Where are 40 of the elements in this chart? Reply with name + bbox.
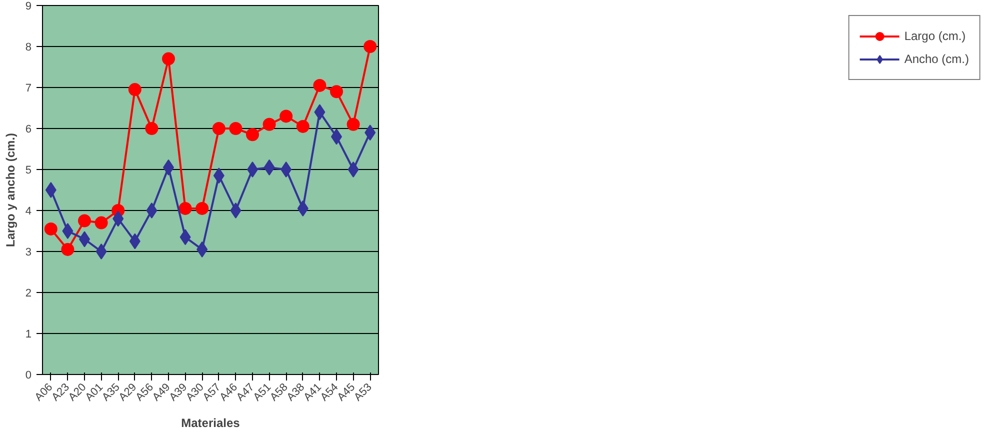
point: [346, 118, 360, 131]
point: [61, 242, 74, 256]
point: [212, 122, 226, 135]
y-tick-label: 3: [25, 246, 32, 258]
point: [262, 118, 276, 131]
point: [78, 214, 91, 228]
point: [364, 40, 377, 53]
point: [313, 78, 326, 92]
point: [178, 202, 192, 215]
point: [280, 110, 293, 123]
y-tick-label: 9: [25, 0, 32, 12]
point: [162, 52, 175, 66]
y-tick-label: 7: [25, 82, 32, 94]
point: [45, 182, 56, 198]
point: [348, 162, 359, 178]
point: [128, 83, 142, 96]
point: [196, 202, 209, 215]
x-axis-title: Materiales: [181, 416, 240, 430]
point: [296, 120, 310, 133]
y-tick-label: 4: [25, 206, 32, 218]
y-tick-label: 8: [25, 42, 32, 54]
y-tick-label: 2: [25, 288, 32, 300]
legend-label: Largo (cm.): [904, 29, 966, 43]
point: [246, 128, 259, 142]
y-tick-label: 5: [25, 164, 32, 176]
point: [145, 122, 158, 135]
point: [44, 222, 58, 236]
point: [230, 202, 242, 218]
point: [280, 162, 292, 178]
point: [330, 85, 343, 98]
y-tick-label: 1: [25, 328, 32, 340]
legend-label: Ancho (cm.): [904, 52, 969, 66]
point: [62, 223, 74, 239]
y-axis-title: Largo y ancho (cm.): [3, 132, 18, 248]
point: [229, 122, 242, 135]
point: [96, 244, 107, 260]
point: [94, 216, 108, 230]
y-tick-label: 6: [25, 124, 32, 136]
point: [146, 202, 158, 218]
y-tick-label: 0: [25, 370, 32, 382]
